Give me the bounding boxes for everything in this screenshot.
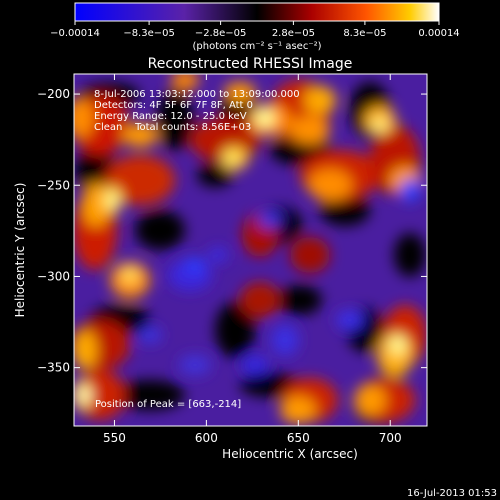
peak-position-annotation: Position of Peak = [663,-214] [95,399,241,410]
detectors-annotation: Detectors: 4F 5F 6F 7F 8F, Att 0 [94,100,253,111]
axis-ticks: 550 600 650 700 −200 −250 −300 −350 [37,74,427,445]
heatmap [74,74,427,426]
footer-timestamp: 16-Jul-2013 01:53 [407,488,497,499]
colorbar-tick-label: −2.8e−05 [195,28,247,39]
x-tick-label: 650 [287,431,310,445]
colorbar-tick-label: −8.3e−05 [123,28,175,39]
plot-frame [73,73,428,427]
colorbar-tick-label: 0.00014 [418,28,459,39]
colorbar-tick-label: −0.00014 [50,28,100,39]
colorbar [74,2,440,22]
colorbar-ticks: −0.00014 −8.3e−05 −2.8e−05 2.8e−05 8.3e−05 0.… [50,21,460,39]
y-axis-label: Heliocentric Y (arcsec) [13,183,27,318]
colorbar-tick-label: 2.8e−05 [272,28,315,39]
y-tick-label: −250 [37,178,70,192]
y-tick-label: −300 [37,269,70,283]
y-tick-label: −200 [37,87,70,101]
x-tick-label: 550 [103,431,126,445]
energy-range-annotation: Energy Range: 12.0 - 25.0 keV [94,111,247,122]
colorbar-tick-label: 8.3e−05 [343,28,386,39]
x-tick-label: 600 [195,431,218,445]
y-tick-label: −350 [37,361,70,375]
chart-title: Reconstructed RHESSI Image [148,56,353,72]
total-counts-annotation: Clean Total counts: 8.56E+03 [94,122,251,133]
x-tick-label: 700 [379,431,402,445]
colorbar-unit-label: (photons cm⁻² s⁻¹ asec⁻²) [192,41,321,52]
x-axis-label: Heliocentric X (arcsec) [222,447,358,461]
time-range-annotation: 8-Jul-2006 13:03:12.000 to 13:09:00.000 [94,89,300,100]
